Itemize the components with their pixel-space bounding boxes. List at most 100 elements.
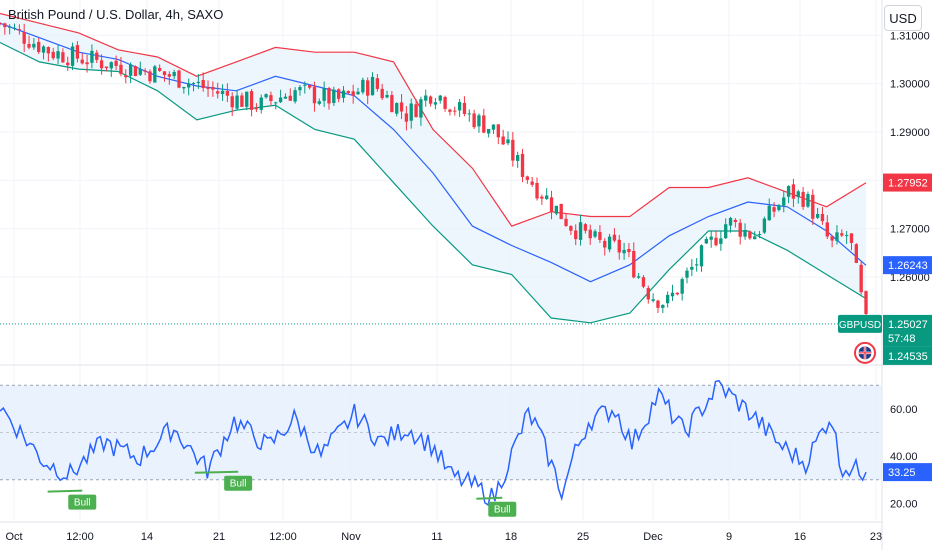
candle-body (540, 196, 544, 199)
time-axis-tick-label: 11 (431, 531, 442, 543)
candle (56, 44, 60, 65)
candle (661, 304, 665, 314)
candle (433, 97, 438, 110)
candle (370, 72, 375, 96)
candle (462, 96, 467, 117)
bull-label-bg (224, 475, 253, 491)
candle (467, 109, 471, 122)
candle-body (322, 88, 326, 101)
candle-body (559, 203, 563, 220)
time-axis-tick-label: 18 (505, 531, 517, 543)
candle-body (90, 50, 94, 63)
candle (46, 46, 51, 62)
candle-body (249, 91, 254, 110)
candle (0, 21, 2, 26)
candle (167, 71, 171, 85)
candle-body (695, 264, 699, 266)
candle-body (99, 60, 104, 69)
candle-body (399, 102, 404, 112)
candle-body (564, 218, 568, 226)
candle (472, 109, 476, 130)
candle-body (70, 46, 75, 66)
candle (486, 128, 491, 138)
candle-body (414, 104, 418, 118)
bollinger-upper-band (0, 12, 867, 227)
candle (593, 229, 597, 239)
candle-body (545, 195, 549, 200)
candle-body (51, 51, 55, 59)
currency-button[interactable]: USD (884, 5, 922, 31)
time-axis-tick-label: 21 (213, 531, 225, 543)
symbol-tag: GBPUSD (838, 314, 882, 333)
candle (259, 94, 263, 114)
candle-body (177, 70, 181, 88)
candle-body (757, 234, 762, 236)
candle (264, 93, 268, 99)
candle-body (298, 87, 302, 91)
candle (719, 231, 723, 251)
candle (549, 190, 554, 220)
candle-body (680, 279, 684, 294)
candle-body (472, 113, 476, 128)
candle-body (245, 91, 249, 107)
candle (245, 91, 249, 111)
candle (477, 113, 481, 133)
candle-body (699, 245, 704, 267)
candle-body (172, 71, 176, 77)
candle-body (632, 250, 636, 278)
candle-body (777, 205, 781, 211)
candle-body (27, 43, 31, 48)
candle-body (665, 294, 670, 304)
candle (424, 89, 428, 107)
candle (119, 56, 123, 77)
time-axis-tick-label: 9 (726, 531, 732, 543)
candle (312, 81, 317, 112)
candle-body (312, 86, 317, 104)
candle (617, 234, 621, 260)
candle (540, 194, 544, 205)
candle-body (685, 270, 689, 278)
candle-body (283, 96, 288, 99)
candle (322, 81, 326, 107)
candle-body (109, 62, 113, 69)
candle (90, 44, 94, 69)
bollinger-fill (0, 13, 866, 323)
candle-body (806, 194, 810, 207)
candle-body (535, 182, 539, 199)
candle (51, 47, 55, 61)
candle (332, 86, 336, 106)
candle-body (114, 60, 118, 66)
candle-body (641, 277, 646, 287)
candle-body (80, 59, 84, 64)
bull-label-bg (488, 501, 517, 517)
candle (75, 41, 80, 63)
candle (453, 106, 457, 116)
candle-body (554, 205, 559, 214)
candle (375, 74, 380, 92)
symbol-tag-bg (838, 314, 882, 333)
candle (230, 92, 234, 116)
candle-body (549, 197, 554, 212)
candle-body (815, 214, 820, 218)
candle-body (395, 103, 399, 114)
candle (61, 48, 65, 64)
time-axis-tick-label: 23 (870, 531, 882, 543)
candle (249, 89, 254, 117)
candle-body (617, 239, 621, 253)
candle (607, 233, 612, 253)
candle (438, 94, 442, 104)
candle-body (143, 70, 147, 72)
rsi-axis-tick-label: 40.00 (890, 451, 918, 463)
time-axis-tick-label: 16 (794, 531, 806, 543)
candle-body (278, 97, 283, 103)
rsi-axis-tick-label: 20.00 (890, 498, 918, 510)
candle (525, 175, 530, 184)
candle-body (424, 95, 428, 101)
candle (336, 88, 341, 103)
candle-body (66, 62, 70, 66)
candle-body (327, 88, 331, 104)
candle (748, 230, 752, 240)
candle (390, 91, 394, 113)
candle-body (124, 75, 128, 78)
